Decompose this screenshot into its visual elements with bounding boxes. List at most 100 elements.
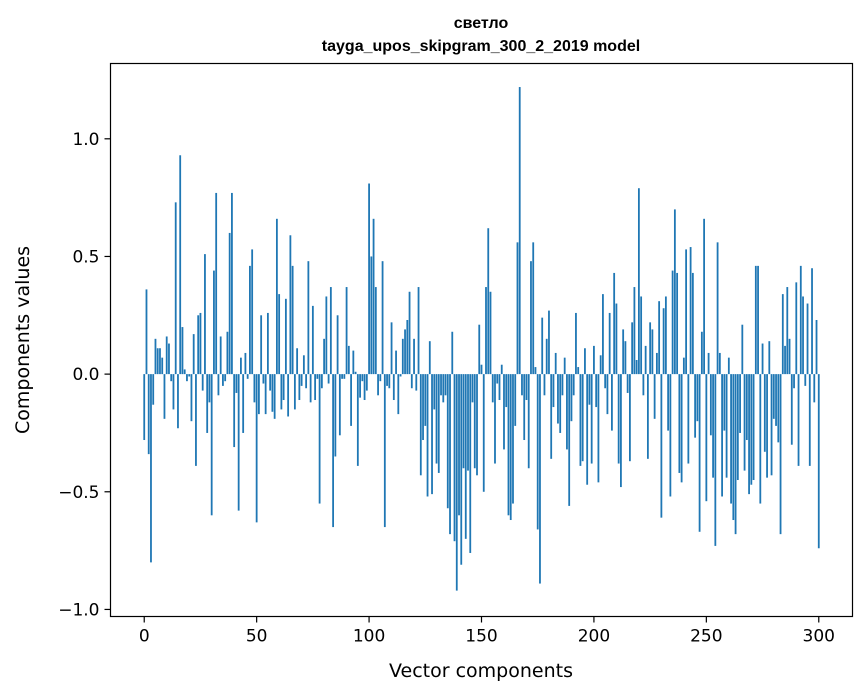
y-tick-label: 1.0 <box>72 130 99 150</box>
bar <box>595 374 598 408</box>
bar <box>635 360 638 375</box>
bar <box>786 287 789 375</box>
bar <box>320 374 323 389</box>
bar <box>388 374 391 389</box>
bar <box>536 374 539 530</box>
bar <box>298 374 301 401</box>
bar <box>287 374 290 417</box>
x-axis-label: Vector components <box>389 660 573 682</box>
bar <box>584 348 586 375</box>
bar <box>159 348 161 375</box>
bar <box>446 374 449 509</box>
bar <box>604 374 607 389</box>
bar <box>296 348 299 375</box>
bar <box>523 374 526 441</box>
bar <box>575 312 577 375</box>
bar <box>696 374 699 422</box>
bar <box>242 374 245 433</box>
bar <box>365 374 368 391</box>
bar <box>550 374 553 459</box>
bar <box>642 374 645 396</box>
bar <box>199 312 202 375</box>
bar <box>422 374 424 441</box>
bar <box>793 374 795 389</box>
bar <box>714 374 717 546</box>
bar <box>383 374 386 528</box>
bar <box>806 303 809 375</box>
bar <box>530 261 532 375</box>
bar <box>453 374 456 542</box>
bar <box>343 374 346 379</box>
bar <box>379 374 382 382</box>
bar <box>222 374 224 386</box>
bar <box>613 272 616 375</box>
bar <box>374 287 377 375</box>
bar <box>356 374 359 466</box>
bar <box>271 374 274 412</box>
bar <box>195 374 197 466</box>
bar <box>664 296 667 375</box>
bar <box>302 355 305 375</box>
bar <box>606 374 609 415</box>
bar <box>637 188 640 375</box>
bar <box>770 374 773 476</box>
bar <box>300 374 303 386</box>
bar <box>314 374 317 401</box>
bar <box>489 291 492 375</box>
y-tick-label: −0.5 <box>58 483 99 503</box>
bar <box>727 357 730 375</box>
bar <box>433 374 436 410</box>
bar <box>671 270 674 375</box>
bar <box>817 374 820 549</box>
bar <box>165 336 168 375</box>
bar <box>572 374 575 396</box>
bar <box>462 374 465 469</box>
bar <box>624 341 627 375</box>
bar <box>291 265 294 375</box>
bar <box>334 374 337 457</box>
bar <box>266 312 269 375</box>
bar <box>500 364 503 375</box>
bar <box>797 374 800 466</box>
bar <box>539 374 541 584</box>
bar <box>417 287 420 375</box>
bar <box>246 374 249 379</box>
bar <box>599 355 602 375</box>
bar <box>197 315 200 375</box>
bar <box>554 352 557 375</box>
bar <box>390 322 393 375</box>
bar <box>392 374 395 401</box>
bar <box>698 374 701 532</box>
bar <box>482 374 485 492</box>
bar <box>231 192 233 375</box>
bar <box>145 289 148 375</box>
bar <box>352 350 355 375</box>
bar <box>633 287 636 375</box>
bar <box>260 315 263 375</box>
bar <box>451 331 454 375</box>
bar <box>464 374 467 539</box>
x-tick-label: 0 <box>139 627 150 647</box>
bar <box>143 374 146 441</box>
bar <box>372 218 375 375</box>
bar <box>181 327 184 375</box>
bar <box>757 265 759 375</box>
bar <box>395 350 397 375</box>
bar <box>734 374 737 535</box>
bar <box>147 374 150 455</box>
bar <box>516 242 519 375</box>
bar <box>469 374 472 553</box>
bar <box>617 374 620 464</box>
bar <box>507 374 510 516</box>
bar <box>154 338 157 375</box>
bar <box>622 329 625 375</box>
bar <box>754 265 757 375</box>
bar <box>307 261 310 375</box>
bar <box>406 320 409 375</box>
bar <box>251 249 254 375</box>
bar <box>763 374 766 452</box>
bar <box>608 312 611 375</box>
bar <box>788 338 791 375</box>
bar <box>329 287 332 375</box>
